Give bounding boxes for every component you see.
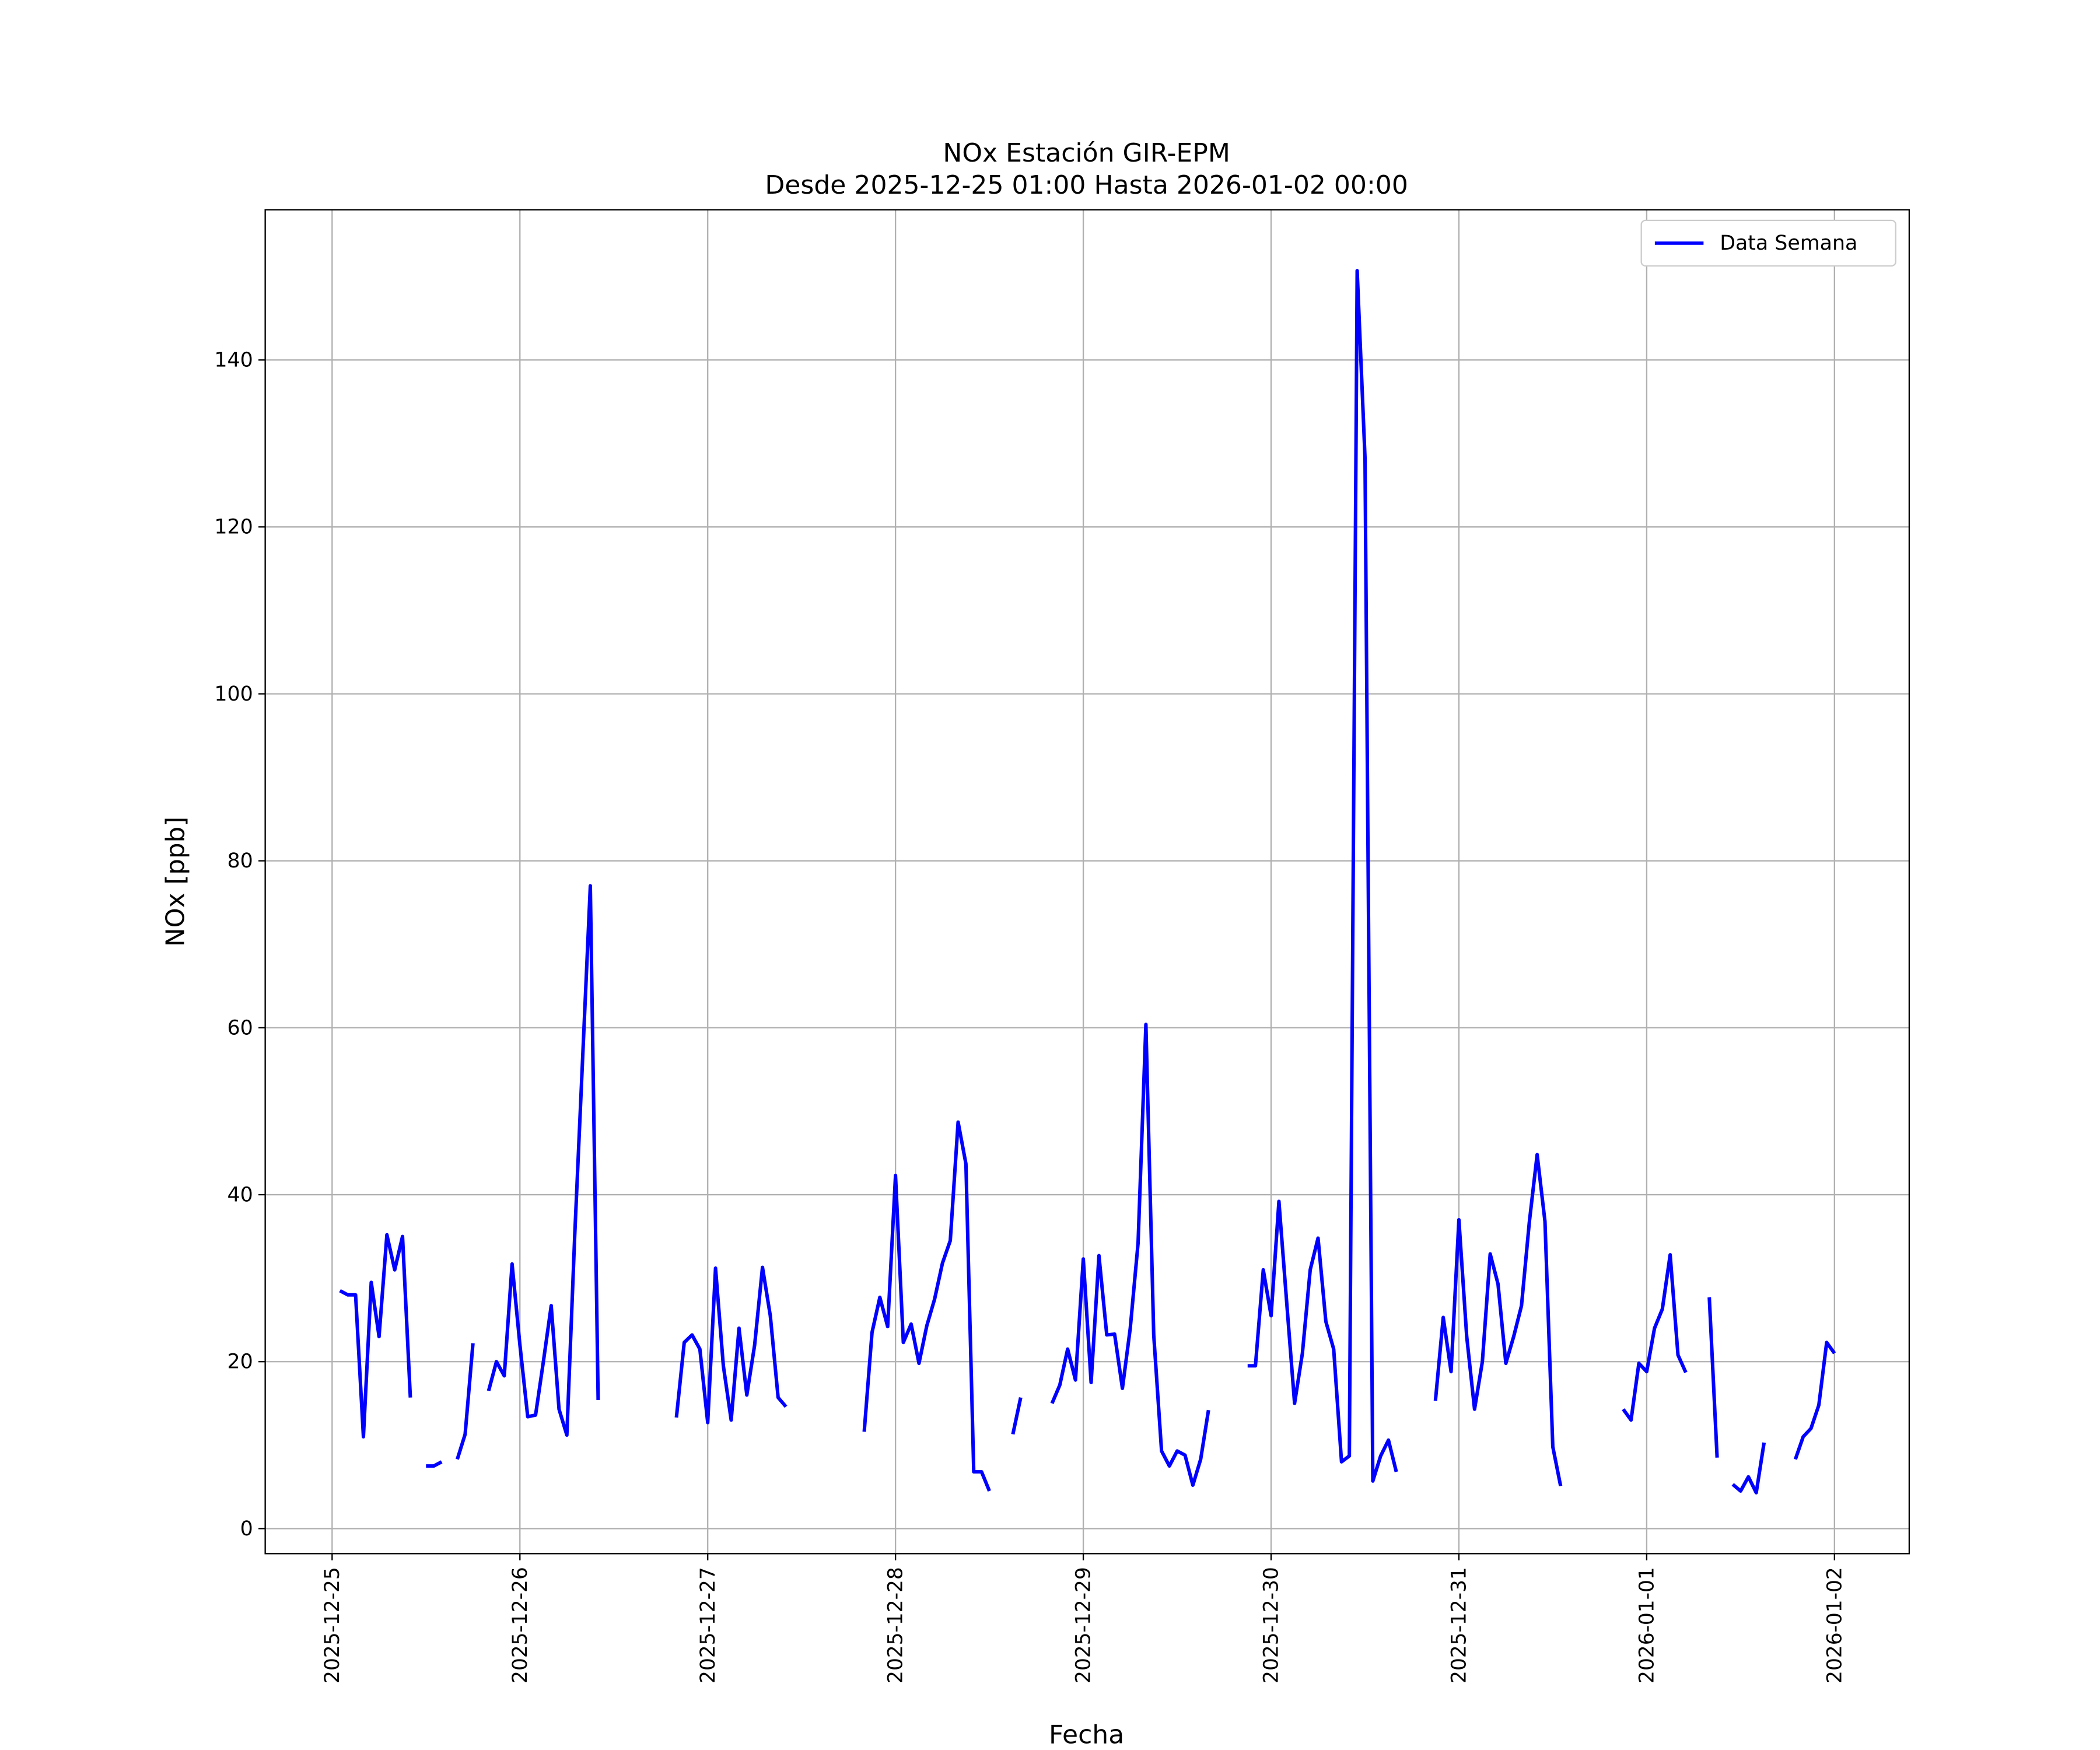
y-axis-label: NOx [ppb]: [160, 817, 190, 947]
y-tick-label: 20: [227, 1350, 253, 1374]
x-tick-label: 2025-12-30: [1259, 1567, 1283, 1684]
x-tick-label: 2025-12-27: [696, 1567, 720, 1684]
legend: Data Semana: [1640, 219, 1896, 267]
chart-subtitle: Desde 2025-12-25 01:00 Hasta 2026-01-02 …: [765, 170, 1408, 200]
data-line: [339, 269, 1836, 1494]
y-tick-label: 0: [240, 1517, 253, 1541]
y-tick-label: 100: [214, 682, 253, 706]
y-tick-label: 120: [214, 516, 253, 539]
x-axis-label: Fecha: [1049, 1720, 1124, 1750]
y-tick-label: 140: [214, 349, 253, 372]
chart-title: NOx Estación GIR-EPM: [943, 138, 1230, 168]
x-tick-label: 2025-12-25: [321, 1567, 344, 1684]
y-tick-label: 60: [227, 1017, 253, 1040]
y-tick-label: 80: [227, 849, 253, 873]
legend-label: Data Semana: [1720, 232, 1857, 255]
plot-frame: [264, 209, 1910, 1555]
x-tick-label: 2026-01-02: [1823, 1567, 1846, 1684]
x-tick-label: 2025-12-29: [1072, 1567, 1095, 1684]
x-tick-label: 2025-12-31: [1447, 1567, 1471, 1684]
x-tick-label: 2025-12-28: [884, 1567, 908, 1684]
y-tick-label: 40: [227, 1184, 253, 1207]
legend-box: [1640, 219, 1896, 267]
x-tick-label: 2025-12-26: [509, 1567, 532, 1684]
x-tick-label: 2026-01-01: [1635, 1567, 1658, 1684]
